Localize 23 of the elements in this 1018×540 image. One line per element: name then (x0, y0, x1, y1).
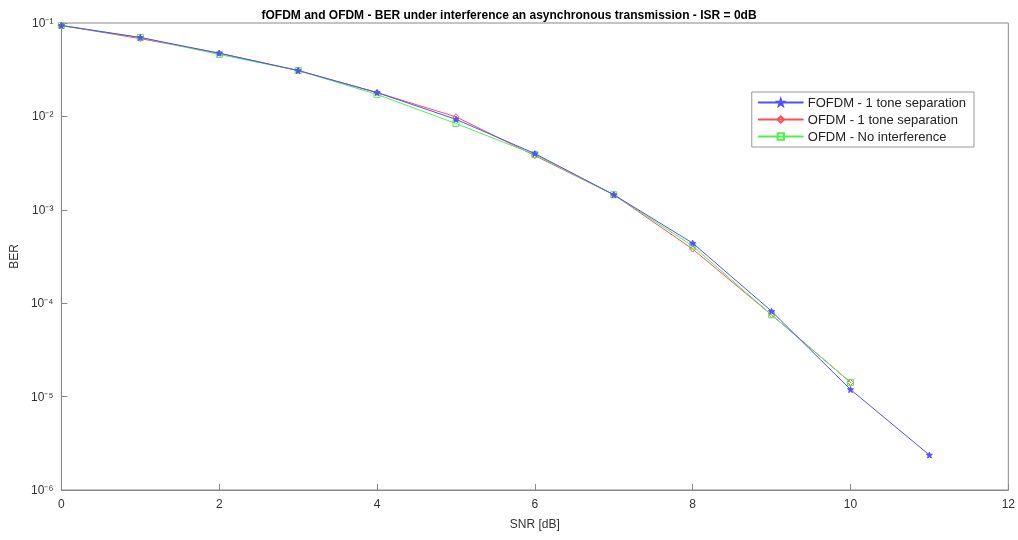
y-tick-label: 10⁻¹ (32, 16, 54, 30)
x-tick-label: 0 (58, 497, 66, 511)
x-tick-label: 6 (531, 497, 539, 511)
y-tick-label: 10⁻² (32, 109, 54, 124)
x-tick-label: 8 (689, 497, 697, 511)
y-tick-label: 10⁻⁵ (31, 389, 54, 404)
point (847, 386, 855, 394)
y-tick-label: 10⁻³ (32, 202, 54, 217)
x-tick-label: 2 (215, 497, 223, 511)
point (925, 451, 933, 459)
point (452, 119, 460, 127)
y-tick-label: 10⁻⁴ (30, 296, 54, 311)
x-tick-label: 4 (373, 497, 381, 511)
y-tick-label: 10⁻⁶ (31, 483, 54, 497)
legend-label: OFDM - No interference (807, 129, 947, 144)
x-tick-label: 10 (843, 497, 858, 511)
legend-label: OFDM - 1 tone separation (807, 112, 959, 127)
legend-label: FOFDM - 1 tone separation (807, 95, 967, 110)
x-axis-title: SNR [dB] (509, 517, 560, 531)
y-axis-title: BER (7, 243, 21, 269)
x-tick-label: 12 (1001, 497, 1016, 511)
point (768, 307, 776, 315)
chart-title: fOFDM and OFDM - BER under interference an asynchronous transmission - ISR = 0dB (261, 8, 757, 22)
